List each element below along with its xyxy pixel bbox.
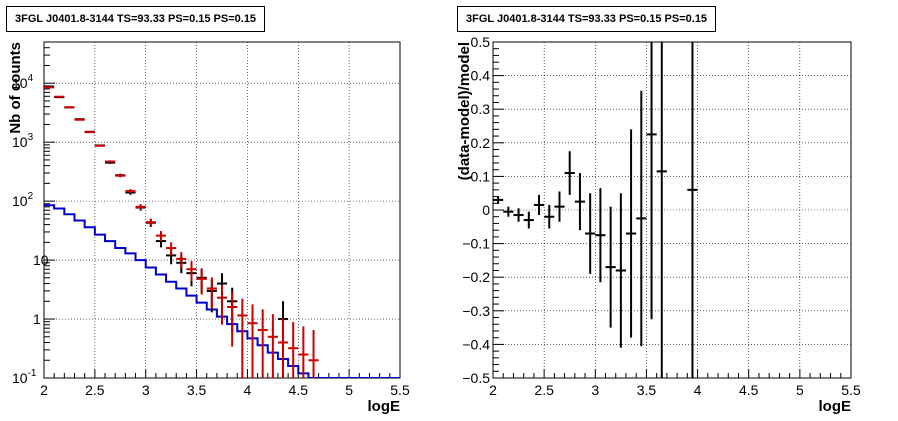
series-group bbox=[44, 85, 400, 378]
left-pad-counts-plot: 2 2.5 3 3.5 4 4.5 5 5.5 10-1 1 10 102 103 104 logE Nb o… bbox=[6, 6, 410, 415]
x-tick-label: 5.5 bbox=[841, 382, 861, 398]
y-tick-label: −0.5 bbox=[462, 370, 490, 386]
plot-area bbox=[44, 42, 400, 378]
x-tick-label: 5 bbox=[796, 382, 804, 398]
y-tick-label: 10-1 bbox=[12, 368, 37, 386]
chart-title-left: 3FGL J0401.8-3144 TS=93.33 PS=0.15 PS=0.… bbox=[6, 6, 266, 32]
y-tick-label: −0.2 bbox=[462, 269, 490, 285]
x-axis-title: logE bbox=[368, 398, 401, 415]
y-tick-label: 0 bbox=[482, 202, 490, 218]
y-tick-exponent: -1 bbox=[28, 368, 37, 379]
x-tick-label: 4.5 bbox=[289, 382, 309, 398]
x-tick-label: 2 bbox=[40, 382, 48, 398]
x-tick-label: 3 bbox=[591, 382, 599, 398]
chart-title-right: 3FGL J0401.8-3144 TS=93.33 PS=0.15 PS=0.… bbox=[457, 6, 717, 32]
y-tick-label: 0.5 bbox=[471, 34, 491, 50]
y-axis-title: Nb of counts bbox=[7, 42, 24, 134]
x-tick-label: 3.5 bbox=[187, 382, 207, 398]
right-pad-residual-plot: 2 2.5 3 3.5 4 4.5 5 5.5 0.5 0.4 0.3 0.2 0.1 0 −0.1 −0.2… bbox=[449, 0, 898, 421]
x-tick-label: 5.5 bbox=[390, 382, 410, 398]
y-tick-label: 1 bbox=[33, 311, 41, 327]
y-tick-label: −0.1 bbox=[462, 236, 490, 252]
y-tick-exponent: 4 bbox=[28, 73, 34, 84]
x-tick-label: 3.5 bbox=[637, 382, 657, 398]
x-tick-label: 4 bbox=[694, 382, 702, 398]
y-tick-exponent: 2 bbox=[28, 191, 34, 202]
x-axis-title: logE bbox=[819, 398, 852, 415]
y-tick-label: 0.1 bbox=[471, 168, 491, 184]
y-tick-label: 102 bbox=[12, 191, 34, 209]
residual-chart: 2 2.5 3 3.5 4 4.5 5 5.5 0.5 0.4 0.3 0.2 0.1 0 −0.1 −0.2… bbox=[456, 34, 861, 415]
y-tick-label: −0.3 bbox=[462, 303, 490, 319]
y-tick-label: 0.3 bbox=[471, 101, 491, 117]
x-tick-label: 2.5 bbox=[534, 382, 554, 398]
plot-area bbox=[493, 42, 851, 378]
x-tick-label: 3 bbox=[142, 382, 150, 398]
x-tick-label: 4 bbox=[244, 382, 252, 398]
y-tick-exponent: 3 bbox=[28, 132, 34, 143]
x-tick-label: 5 bbox=[345, 382, 353, 398]
x-tick-label: 2 bbox=[489, 382, 497, 398]
x-tick-label: 2.5 bbox=[85, 382, 105, 398]
y-axis-title: (data-model)/model bbox=[456, 42, 473, 180]
y-tick-label: 0.2 bbox=[471, 135, 491, 151]
y-tick-label: 0.4 bbox=[471, 68, 491, 84]
x-tick-label: 4.5 bbox=[739, 382, 759, 398]
y-tick-label: 103 bbox=[12, 132, 34, 150]
y-tick-label: −0.4 bbox=[462, 336, 490, 352]
y-tick-label: 10 bbox=[33, 252, 49, 268]
source-model-step-line bbox=[44, 204, 400, 378]
